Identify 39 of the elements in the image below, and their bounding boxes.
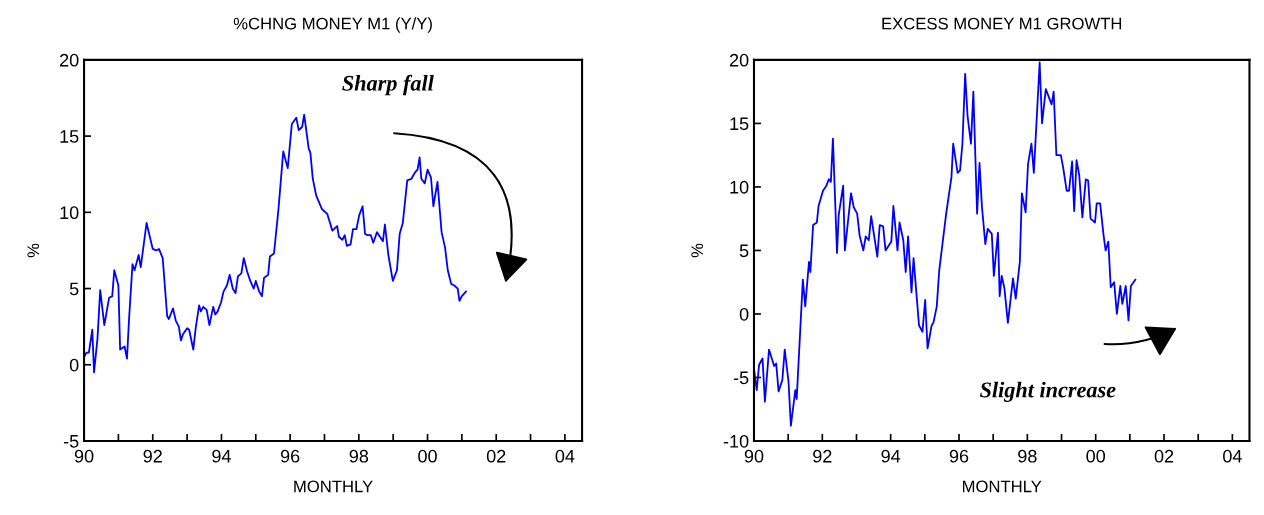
y-tick-label: -5 bbox=[63, 435, 79, 448]
y-axis-title: % bbox=[27, 243, 40, 258]
y-tick-label: 10 bbox=[60, 206, 79, 220]
x-tick-label: 92 bbox=[813, 449, 832, 463]
x-tick-label: 98 bbox=[1018, 449, 1037, 463]
x-axis-title: MONTHLY bbox=[294, 480, 373, 493]
x-tick-label: 04 bbox=[1223, 449, 1242, 463]
x-tick-label: 90 bbox=[74, 449, 94, 463]
y-tick-label: 15 bbox=[730, 117, 749, 131]
x-tick-label: 90 bbox=[744, 449, 764, 463]
y-tick-label: 20 bbox=[60, 53, 79, 67]
annotation: Slight increase bbox=[979, 381, 1116, 402]
x-tick-label: 98 bbox=[349, 449, 369, 463]
x-axis-title: MONTHLY bbox=[962, 480, 1042, 493]
annotation: Sharp fall bbox=[342, 74, 434, 96]
y-tick-label: 0 bbox=[69, 358, 79, 372]
y-tick-label: 10 bbox=[730, 180, 749, 194]
line-series bbox=[84, 113, 467, 374]
y-tick-label: 5 bbox=[739, 244, 749, 258]
x-tick-label: 94 bbox=[212, 449, 231, 463]
x-tick-label: 96 bbox=[280, 449, 300, 463]
x-tick-label: 96 bbox=[949, 449, 969, 463]
x-tick-label: 04 bbox=[555, 449, 575, 463]
chart-title: EXCESS MONEY M1 GROWTH bbox=[882, 17, 1122, 30]
y-tick-label: 5 bbox=[69, 282, 79, 296]
y-tick-label: 0 bbox=[739, 307, 749, 321]
x-tick-label: 02 bbox=[1154, 449, 1174, 463]
y-axis-title: % bbox=[691, 243, 703, 258]
x-tick-label: 00 bbox=[418, 449, 437, 463]
x-tick-label: 94 bbox=[881, 449, 901, 463]
y-tick-label: -10 bbox=[723, 434, 749, 448]
x-tick-label: 00 bbox=[1086, 449, 1106, 463]
x-tick-label: 02 bbox=[486, 449, 506, 463]
x-tick-label: 92 bbox=[143, 449, 162, 463]
y-tick-label: 20 bbox=[729, 53, 749, 67]
line-series bbox=[753, 61, 1137, 427]
y-tick-label: 15 bbox=[60, 130, 79, 143]
chart-title: %CHNG MONEY M1 (Y/Y) bbox=[233, 17, 432, 33]
y-tick-label: -5 bbox=[733, 371, 749, 385]
